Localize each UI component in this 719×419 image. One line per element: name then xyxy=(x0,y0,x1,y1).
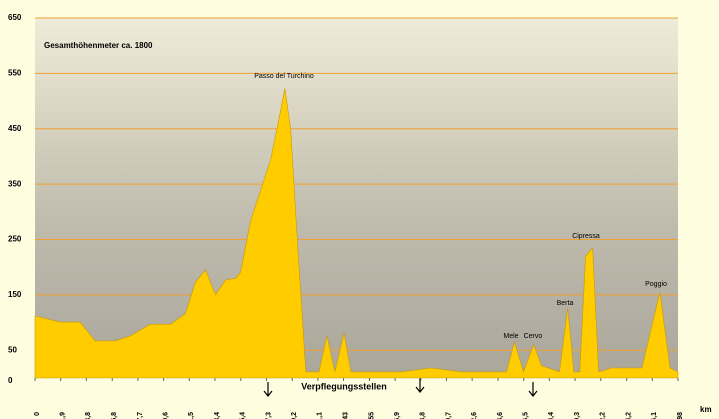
x-tick-label: 166,9 xyxy=(394,412,401,419)
annotation: Passo del Turchino xyxy=(254,73,314,80)
y-tick-label: 250 xyxy=(8,235,22,244)
x-tick-label: 155 xyxy=(368,412,375,419)
x-tick-label: 0 xyxy=(34,412,41,416)
y-tick-label: 650 xyxy=(8,13,22,22)
x-tick-label: 59,6 xyxy=(162,412,169,419)
x-tick-label: 23,8 xyxy=(85,412,92,419)
y-tick-label: 0 xyxy=(8,376,13,385)
x-tick-label: 83,4 xyxy=(214,412,221,419)
x-tick-label: 262,2 xyxy=(600,412,607,419)
y-tick-label: 450 xyxy=(8,124,22,133)
x-tick-label: 95,4 xyxy=(240,412,247,419)
x-tick-label: 190,7 xyxy=(445,412,452,419)
chart: Gesamthöhenmeter ca. 1800 km Verpflegung… xyxy=(0,0,719,419)
y-tick-label: 150 xyxy=(8,290,22,299)
x-tick-label: 202,6 xyxy=(471,412,478,419)
x-tick-label: 298 xyxy=(677,412,684,419)
x-tick-label: 47,7 xyxy=(137,412,144,419)
y-tick-label: 50 xyxy=(8,345,17,354)
plot-background xyxy=(35,18,678,373)
x-tick-label: 143 xyxy=(342,412,349,419)
annotation: Cipressa xyxy=(572,233,600,240)
annotation: Cervo xyxy=(524,333,543,340)
y-tick-label: 350 xyxy=(8,179,22,188)
x-tick-label: 119,2 xyxy=(291,412,298,419)
x-tick-label: 11,9 xyxy=(60,412,67,419)
x-tick-label: 214,6 xyxy=(497,412,504,419)
annotation: Berta xyxy=(557,300,574,307)
note: Verpflegungsstellen xyxy=(301,381,387,391)
x-tick-label: 250,3 xyxy=(574,412,581,419)
y-tick-label: 550 xyxy=(8,68,22,77)
x-tick-label: 131,1 xyxy=(317,412,324,419)
x-tick-label: 238,4 xyxy=(548,412,555,419)
annotation: Mele xyxy=(503,333,518,340)
x-tick-label: 35,8 xyxy=(111,412,118,419)
x-tick-label: 107,3 xyxy=(265,412,272,419)
x-tick-label: 226,5 xyxy=(523,412,530,419)
chart-title: Gesamthöhenmeter ca. 1800 xyxy=(44,41,153,50)
annotation: Poggio xyxy=(645,281,667,288)
x-tick-label: 286,1 xyxy=(651,412,658,419)
x-tick-label: 178,8 xyxy=(420,412,427,419)
x-tick-label: 71,5 xyxy=(188,412,195,419)
x-axis-label: km xyxy=(700,405,712,414)
x-tick-label: 274,2 xyxy=(625,412,632,419)
